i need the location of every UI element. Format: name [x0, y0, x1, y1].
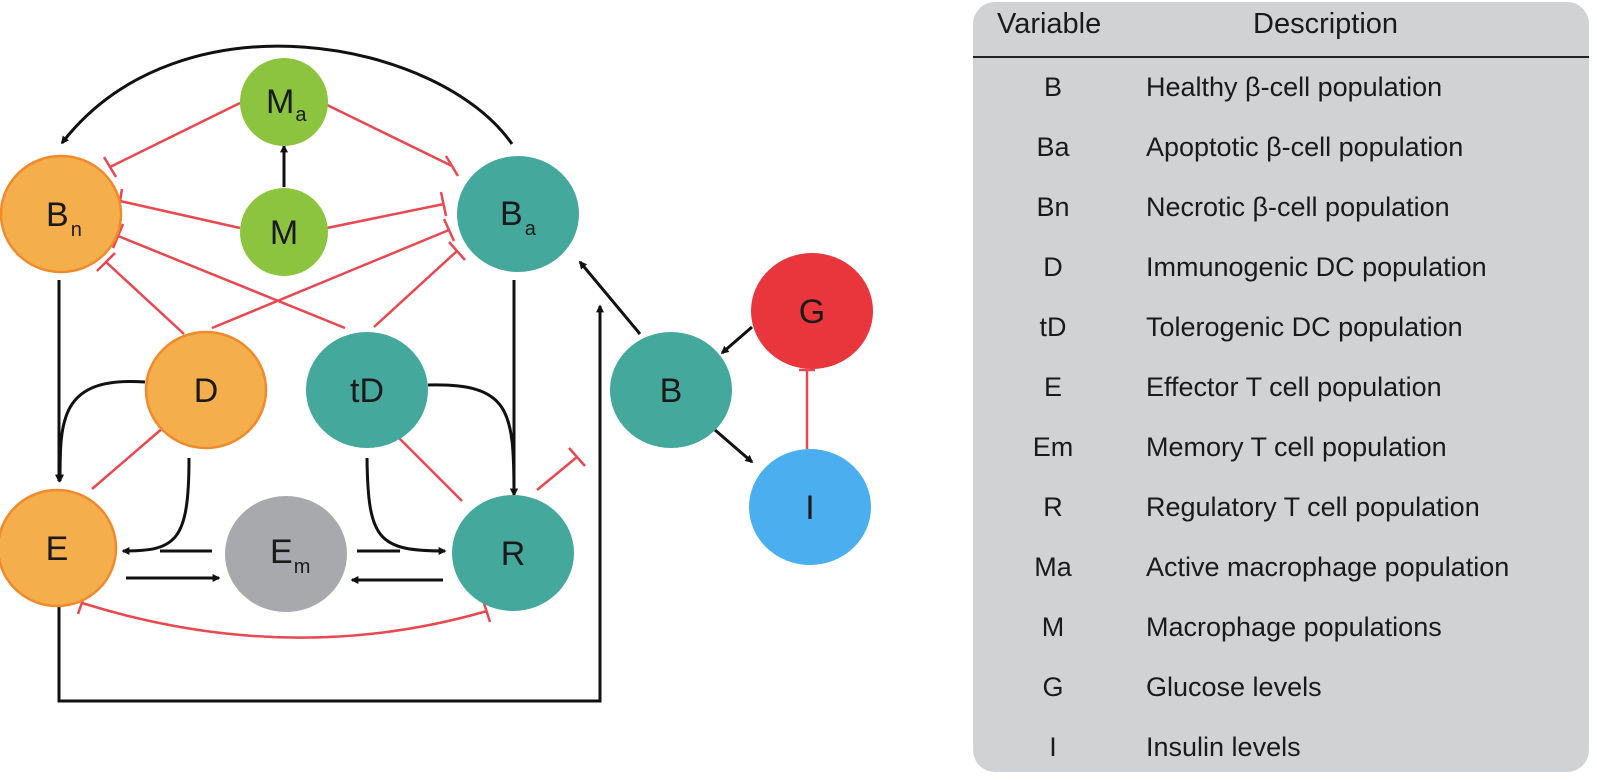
legend-row: M Macrophage populations — [973, 600, 1589, 660]
activation-edges — [55, 44, 754, 703]
legend-description: Glucose levels — [1146, 672, 1322, 702]
edge-r-inhibits-e — [81, 601, 488, 639]
tbar-r-b-to-ba — [568, 447, 586, 467]
node-b-label: B — [660, 372, 683, 410]
legend-description: Necrotic β-cell population — [1146, 192, 1450, 222]
tbar-m-ba — [439, 191, 448, 217]
legend-variable: Bn — [1036, 192, 1070, 222]
legend-header-description: Description — [1253, 8, 1399, 40]
legend-variable: I — [1049, 732, 1057, 762]
node-td: tD — [306, 332, 428, 448]
tbar-td-ba — [448, 241, 466, 261]
node-b: B — [610, 332, 732, 448]
node-e-label: E — [46, 530, 69, 568]
legend-row: tD Tolerogenic DC population — [973, 300, 1589, 360]
edge-b-to-ba — [578, 260, 642, 335]
legend-variable: Ba — [1036, 132, 1070, 162]
edge-d-inhibits-ba — [211, 228, 450, 330]
edge-td-inhibits-ba — [373, 250, 458, 328]
legend-description: Active macrophage population — [1146, 552, 1510, 582]
legend-variable: E — [1043, 372, 1062, 402]
node-m-label: M — [270, 214, 298, 252]
legend-row: D Immunogenic DC population — [973, 240, 1589, 300]
legend-row: Ma Active macrophage population — [973, 540, 1589, 600]
edge-d-inhibits-bn — [105, 261, 185, 335]
legend-description: Tolerogenic DC population — [1146, 312, 1463, 342]
node-e: E — [0, 488, 118, 608]
legend-description: Memory T cell population — [1146, 432, 1447, 462]
legend-description: Macrophage populations — [1146, 612, 1442, 642]
legend-row: Ba Apoptotic β-cell population — [973, 120, 1589, 180]
edge-b-to-i — [714, 428, 754, 464]
legend-header-variable: Variable — [997, 8, 1102, 40]
legend-row: Bn Necrotic β-cell population — [973, 180, 1589, 240]
node-r-label: R — [501, 535, 526, 573]
edge-td-inhibits-bn — [117, 234, 346, 330]
edge-td-to-r-lower — [365, 457, 447, 555]
node-ma-label: Ma — [266, 83, 307, 126]
node-m: M — [240, 188, 328, 276]
variable-legend-table: Variable Description B Healthy β-cell po… — [973, 2, 1589, 772]
legend-description: Apoptotic β-cell population — [1146, 132, 1464, 162]
legend-row: R Regulatory T cell population — [973, 480, 1589, 540]
node-g-label: G — [799, 293, 825, 331]
legend-row: G Glucose levels — [973, 660, 1589, 720]
legend-variable: R — [1043, 492, 1063, 522]
edge-r-inhibits-td — [395, 434, 463, 502]
edge-td-to-r — [427, 383, 518, 497]
legend-variable: M — [1041, 612, 1065, 642]
legend-row: E Effector T cell population — [973, 360, 1589, 420]
legend-variable: D — [1043, 252, 1063, 282]
interaction-diagram: Bn Ma M Ba D tD E Em — [0, 44, 873, 703]
node-ma: Ma — [240, 58, 328, 146]
node-td-label: tD — [350, 372, 384, 410]
node-em-label: Em — [270, 533, 310, 578]
legend-variable: B — [1043, 72, 1062, 102]
legend-row: I Insulin levels — [973, 720, 1589, 780]
edge-d-to-e — [56, 379, 146, 483]
node-i-label: I — [805, 489, 814, 527]
legend-variable: Ma — [1034, 552, 1072, 582]
edge-ba-to-bn — [60, 44, 514, 145]
edge-m-inhibits-ba — [321, 202, 445, 231]
node-r: R — [452, 495, 574, 611]
legend-description: Healthy β-cell population — [1146, 72, 1443, 102]
tbar-d-ba — [442, 218, 456, 242]
tbar-ma-ba — [444, 155, 460, 177]
legend-row: Em Memory T cell population — [973, 420, 1589, 480]
inhibition-edges — [76, 101, 815, 639]
legend-rows: B Healthy β-cell population Ba Apoptotic… — [973, 60, 1589, 780]
node-d: D — [144, 330, 268, 450]
legend-variable: tD — [1039, 312, 1067, 342]
edge-m-inhibits-bn — [119, 199, 241, 230]
edge-g-to-b — [720, 325, 753, 355]
tbar-d-bn — [96, 252, 116, 272]
node-em: Em — [225, 496, 347, 612]
legend-variable: Em — [1032, 432, 1074, 462]
legend-description: Immunogenic DC population — [1146, 252, 1487, 282]
edge-e-inhibits-d — [91, 426, 165, 490]
legend-row: B Healthy β-cell population — [973, 60, 1589, 120]
edge-e-to-ba-loop — [57, 304, 604, 703]
node-g: G — [751, 253, 873, 369]
legend-description: Regulatory T cell population — [1146, 492, 1480, 522]
legend-description: Effector T cell population — [1146, 372, 1442, 402]
node-d-label: D — [194, 372, 219, 410]
legend-description: Insulin levels — [1146, 732, 1301, 762]
edge-ma-inhibits-ba — [322, 101, 453, 168]
legend-header-row: Variable Description — [973, 2, 1589, 58]
tbar-ma-bn — [102, 156, 118, 178]
node-i: I — [749, 449, 871, 565]
edge-r-inhibits-b-to-ba — [536, 456, 578, 491]
edge-d-to-e-lower — [121, 457, 191, 555]
legend-variable: G — [1042, 672, 1064, 702]
edge-ma-inhibits-bn — [109, 101, 241, 169]
